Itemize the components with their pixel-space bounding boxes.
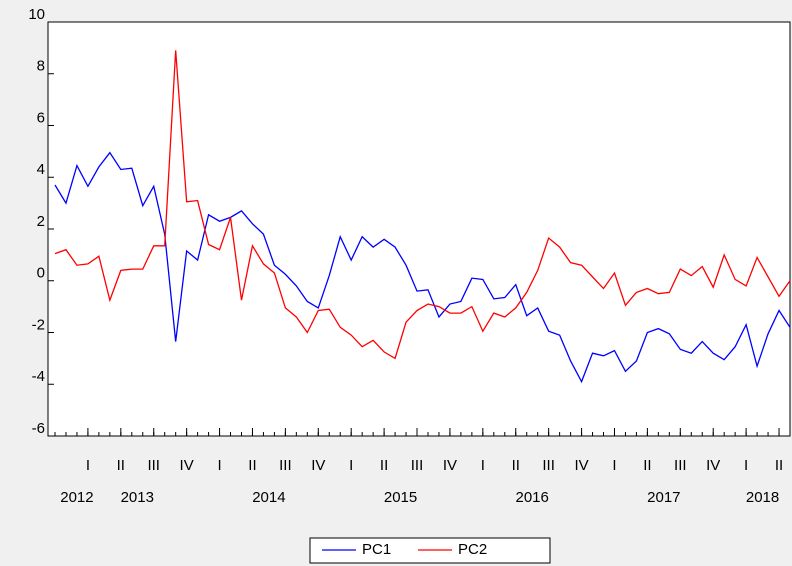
- y-tick-label: -4: [32, 368, 45, 385]
- x-tick-label: II: [775, 457, 783, 474]
- x-tick-label: I: [612, 457, 616, 474]
- x-tick-label: I: [349, 457, 353, 474]
- y-tick-label: 6: [37, 109, 45, 126]
- series-line: [54, 50, 791, 360]
- x-tick-label: III: [411, 457, 424, 474]
- x-tick-label: II: [248, 457, 256, 474]
- x-tick-label: III: [542, 457, 555, 474]
- legend-label: PC1: [362, 541, 391, 558]
- y-tick-label: -6: [32, 420, 45, 437]
- x-tick-label: III: [279, 457, 292, 474]
- x-tick-label: IV: [180, 457, 194, 474]
- x-tick-label: III: [147, 457, 160, 474]
- y-tick-label: 4: [37, 161, 45, 178]
- x-tick-label: II: [380, 457, 388, 474]
- legend-label: PC2: [458, 541, 487, 558]
- x-tick-label: I: [744, 457, 748, 474]
- x-tick-label: III: [674, 457, 687, 474]
- year-label: 2018: [746, 489, 779, 506]
- x-tick-label: I: [217, 457, 221, 474]
- x-tick-label: IV: [574, 457, 588, 474]
- y-tick-label: 0: [37, 265, 45, 282]
- x-tick-label: IV: [311, 457, 325, 474]
- x-tick-label: II: [512, 457, 520, 474]
- y-tick-label: 10: [28, 6, 45, 23]
- x-tick-label: IV: [706, 457, 720, 474]
- year-label: 2016: [516, 489, 549, 506]
- x-tick-label: IV: [443, 457, 457, 474]
- x-tick-label: I: [86, 457, 90, 474]
- x-tick-label: II: [643, 457, 651, 474]
- year-label: 2015: [384, 489, 417, 506]
- year-label: 2014: [252, 489, 285, 506]
- x-tick-label: I: [481, 457, 485, 474]
- year-label: 2017: [647, 489, 680, 506]
- year-label: 2013: [121, 489, 154, 506]
- y-tick-label: 2: [37, 213, 45, 230]
- series-line: [54, 151, 791, 384]
- plot-area: [47, 21, 791, 437]
- year-label: 2012: [60, 489, 93, 506]
- x-tick-label: II: [117, 457, 125, 474]
- y-tick-label: 8: [37, 58, 45, 75]
- y-tick-label: -2: [32, 316, 45, 333]
